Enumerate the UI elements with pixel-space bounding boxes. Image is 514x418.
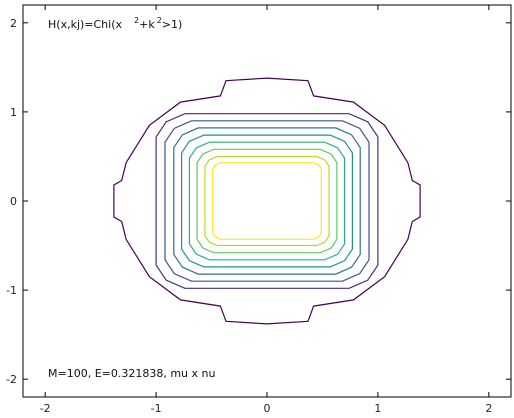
contour-lines bbox=[113, 77, 421, 325]
y-tick-label-4: 2 bbox=[10, 17, 17, 30]
contour-level-9 bbox=[212, 162, 322, 240]
x-tick-label-4: 2 bbox=[485, 402, 492, 415]
contour-level-5 bbox=[181, 134, 353, 268]
y-tick-label-3: 1 bbox=[10, 106, 17, 119]
x-tick-label-3: 1 bbox=[374, 402, 381, 415]
formula-suffix: >1) bbox=[162, 18, 183, 31]
contour-level-1 bbox=[113, 77, 421, 325]
formula-middle: +k bbox=[139, 18, 155, 31]
y-tick-label-2: 0 bbox=[10, 195, 17, 208]
y-tick-label-0: -2 bbox=[6, 373, 17, 386]
y-tick-label-1: -1 bbox=[6, 284, 17, 297]
formula-sup-2: 2 bbox=[157, 16, 162, 25]
tick-marks bbox=[23, 5, 511, 397]
x-tick-label-0: -2 bbox=[40, 402, 51, 415]
plot-frame bbox=[22, 4, 512, 398]
contour-level-6 bbox=[188, 141, 346, 261]
formula-sup-1: 2 bbox=[134, 16, 139, 25]
x-tick-label-2: 0 bbox=[264, 402, 271, 415]
contour-level-2 bbox=[155, 113, 379, 289]
formula-annotation: H(x,kj)=Chi(x 2+k 2>1) bbox=[48, 16, 182, 31]
contour-level-4 bbox=[173, 127, 361, 275]
tick-labels: -2 -1 0 1 2 -2 -1 0 1 2 bbox=[6, 17, 492, 415]
contour-level-8 bbox=[204, 155, 330, 247]
parameters-annotation: M=100, E=0.321838, mu x nu bbox=[48, 367, 215, 380]
formula-prefix: H(x,kj)=Chi(x bbox=[48, 18, 123, 31]
contour-level-7 bbox=[196, 148, 338, 254]
contour-level-3 bbox=[164, 120, 370, 282]
x-tick-label-1: -1 bbox=[151, 402, 162, 415]
